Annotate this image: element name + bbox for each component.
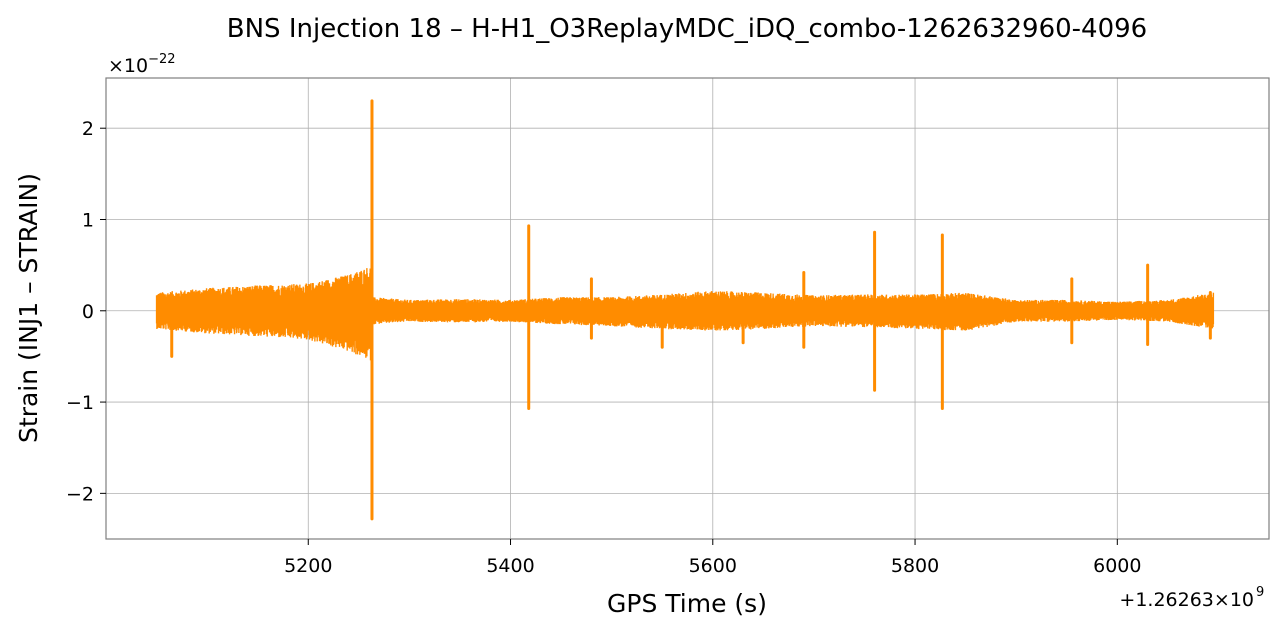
y-tick-label: 2	[82, 118, 94, 140]
chart-title: BNS Injection 18 – H-H1_O3ReplayMDC_iDQ_…	[227, 14, 1147, 44]
x-offset-base: +1.26263×10	[1119, 589, 1254, 611]
x-tick-label: 5600	[689, 555, 737, 577]
x-axis: 5200 5400 5600 5800 6000	[284, 539, 1141, 577]
series-line	[155, 99, 1215, 521]
x-tick-label: 6000	[1093, 555, 1141, 577]
y-scale-base: ×10	[108, 55, 148, 77]
y-tick-label: 1	[82, 209, 94, 231]
x-offset-exponent: 9	[1256, 585, 1264, 600]
x-tick-label: 5800	[891, 555, 939, 577]
y-axis-label: Strain (INJ1 – STRAIN)	[14, 173, 43, 443]
y-scale-label: ×10−22	[108, 52, 176, 77]
x-tick-label: 5400	[486, 555, 534, 577]
plot-frame	[105, 77, 1270, 540]
x-tick-label: 5200	[284, 555, 332, 577]
series-0-noise	[155, 268, 1215, 361]
y-tick-label: −2	[66, 483, 94, 505]
x-axis-label: GPS Time (s)	[607, 589, 767, 618]
y-tick-label: 0	[82, 301, 94, 323]
y-axis: −2 −1 0 1 2	[66, 118, 106, 505]
x-offset-label: +1.26263×10	[1119, 589, 1254, 611]
y-tick-label: −1	[66, 392, 94, 414]
y-scale-exponent: −22	[148, 52, 175, 67]
